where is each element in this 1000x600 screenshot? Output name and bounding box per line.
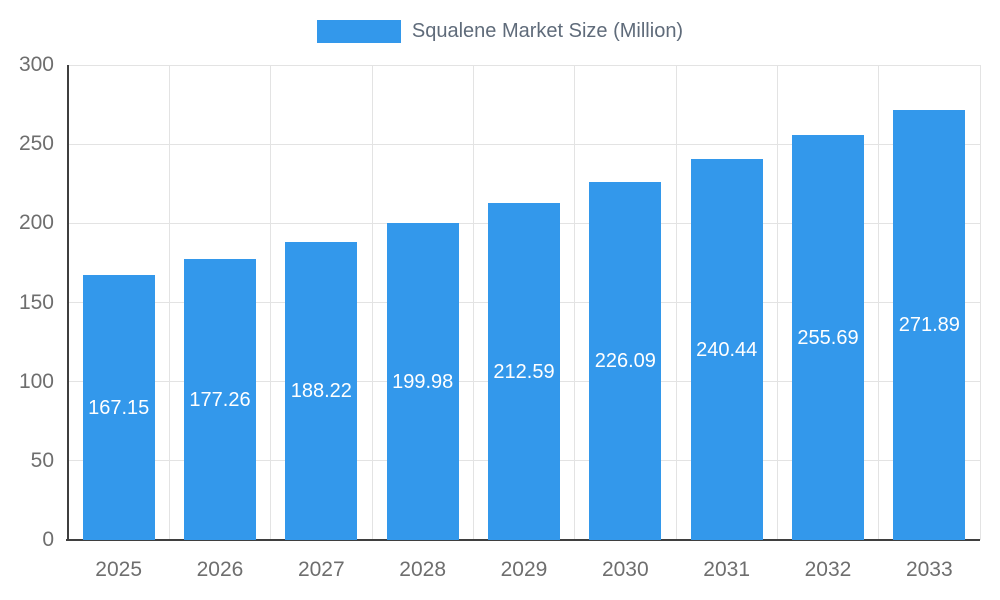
v-gridline-3 [371,65,373,540]
bar-2027[interactable] [285,242,358,540]
x-tick-label-2032: 2032 [804,558,852,581]
v-gridline-1 [168,65,170,540]
v-gridline-6 [675,65,677,540]
y-tick-label-250: 250 [18,132,54,156]
v-gridline-7 [776,65,778,540]
bar-2032[interactable] [792,135,864,540]
x-tick-label-2029: 2029 [500,558,548,581]
bar-value-label-2033: 271.89 [898,313,960,336]
bar-value-label-2031: 240.44 [696,338,758,361]
legend-label: Squalene Market Size (Million) [411,19,684,42]
bar-value-label-2029: 212.59 [493,360,555,383]
v-gridline-8 [878,65,880,540]
bar-2031[interactable] [690,159,763,540]
y-tick-label-200: 200 [18,211,54,235]
y-tick-label-300: 300 [18,53,54,76]
bar-value-label-2025: 167.15 [88,396,150,419]
x-tick-label-2027: 2027 [297,558,345,581]
bar-2025[interactable] [82,275,155,540]
bar-value-label-2026: 177.26 [189,388,251,411]
legend-swatch [316,19,401,43]
x-tick-label-2031: 2031 [703,558,751,581]
chart-legend: Squalene Market Size (Million) [0,18,1000,44]
bar-value-label-2030: 226.09 [594,350,656,373]
v-gridline-4 [472,65,474,540]
x-axis-baseline [66,539,980,541]
bar-2028[interactable] [386,223,459,540]
x-tick-label-2025: 2025 [95,558,143,581]
bar-2033[interactable] [893,109,966,540]
y-tick-label-0: 0 [42,528,54,551]
bar-value-label-2032: 255.69 [797,326,859,349]
x-tick-label-2026: 2026 [196,558,244,581]
plot-area: 167.15 177.26 188.22 199.98 212.59 226.09 240.… [66,64,981,541]
bar-value-label-2028: 199.98 [392,370,454,393]
x-tick-label-2028: 2028 [399,558,447,581]
v-gridline-5 [574,65,576,540]
h-gridline-300 [68,64,980,66]
y-tick-label-100: 100 [18,369,54,393]
bar-value-label-2027: 188.22 [290,380,352,402]
bar-2026[interactable] [184,259,256,540]
v-gridline-9 [979,65,981,540]
bar-2030[interactable] [589,182,662,540]
y-tick-label-50: 50 [30,448,54,472]
v-gridline-2 [270,65,272,540]
x-tick-label-2030: 2030 [601,558,649,581]
x-tick-label-2033: 2033 [905,558,953,581]
y-tick-label-150: 150 [18,290,54,314]
bar-2029[interactable] [488,203,560,540]
y-axis-line [67,65,69,540]
h-gridline-250 [68,143,980,145]
